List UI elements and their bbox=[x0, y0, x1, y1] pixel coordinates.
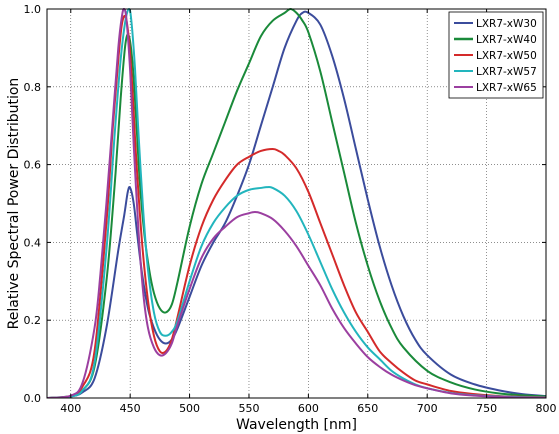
x-tick-label: 500 bbox=[179, 402, 200, 415]
x-tick-label: 450 bbox=[120, 402, 141, 415]
x-tick-label: 800 bbox=[536, 402, 557, 415]
legend-label: LXR7-xW30 bbox=[476, 18, 537, 30]
y-tick-label: 0.8 bbox=[24, 81, 42, 94]
legend: LXR7-xW30 LXR7-xW40 LXR7-xW50 LXR7-xW57 LXR7… bbox=[448, 11, 544, 99]
y-tick-label: 0.0 bbox=[24, 392, 42, 405]
legend-label: LXR7-xW40 bbox=[476, 34, 537, 46]
x-tick-label: 600 bbox=[298, 402, 319, 415]
legend-label: LXR7-xW57 bbox=[476, 66, 537, 78]
series-line-lxr7-xw40 bbox=[47, 8, 546, 398]
x-tick-label: 750 bbox=[476, 402, 497, 415]
y-tick-label: 1.0 bbox=[24, 3, 42, 16]
tick-layer: 400 450 500 550 600 650 700 750 800 0.0 0.2 0.4 0.6 0… bbox=[24, 3, 557, 415]
y-axis-label: Relative Spectral Power Distribution bbox=[6, 78, 22, 330]
plot-frame bbox=[46, 8, 547, 399]
x-axis-label: Wavelength [nm] bbox=[236, 417, 357, 433]
y-tick-label: 0.6 bbox=[24, 159, 42, 172]
y-tick-label: 0.4 bbox=[24, 236, 42, 249]
series-line-lxr7-xw50 bbox=[47, 14, 546, 398]
series-line-lxr7-xw57 bbox=[47, 8, 546, 398]
series-layer bbox=[47, 8, 546, 398]
series-line-lxr7-xw65 bbox=[47, 8, 546, 398]
x-tick-label: 550 bbox=[238, 402, 259, 415]
legend-label: LXR7-xW50 bbox=[476, 50, 537, 62]
legend-label: LXR7-xW65 bbox=[476, 82, 537, 94]
x-tick-label: 700 bbox=[417, 402, 438, 415]
y-tick-label: 0.2 bbox=[24, 314, 42, 327]
x-tick-label: 650 bbox=[357, 402, 378, 415]
x-tick-label: 400 bbox=[60, 402, 81, 415]
